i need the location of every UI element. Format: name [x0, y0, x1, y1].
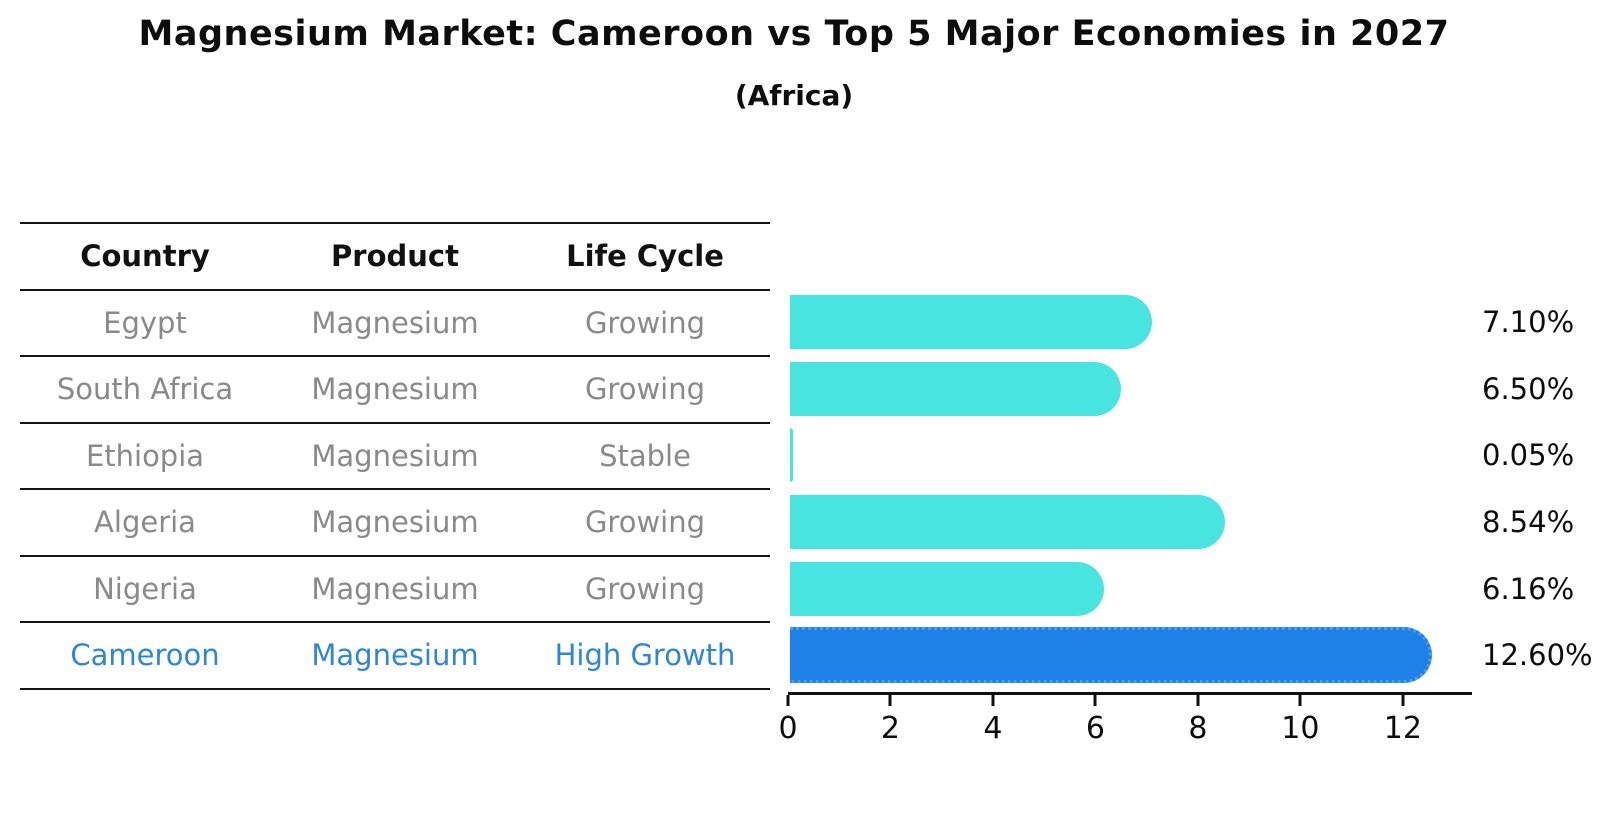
cell-life-cycle: Growing	[584, 571, 706, 606]
table-row-cameroon: Cameroon Magnesium High Growth	[20, 623, 770, 690]
cell-life-cycle: High Growth	[554, 638, 736, 673]
bar-algeria	[790, 495, 1225, 550]
x-axis: 0 2 4 6 8 10 12	[778, 692, 1472, 746]
cell-country: Cameroon	[70, 638, 220, 673]
x-axis-tick-mark	[1401, 695, 1405, 706]
table-row-algeria: Algeria Magnesium Growing	[20, 490, 770, 557]
cell-life-cycle: Growing	[584, 505, 706, 540]
x-axis-tick-mark	[786, 695, 790, 706]
cell-country: South Africa	[56, 372, 234, 407]
cell-product: Magnesium	[311, 372, 479, 407]
x-axis-tick-label: 2	[880, 711, 901, 746]
x-axis-tick-label: 10	[1281, 711, 1320, 746]
cell-life-cycle: Growing	[584, 305, 706, 340]
cell-country: Egypt	[103, 305, 187, 340]
x-axis-tick-label: 8	[1188, 711, 1208, 746]
value-label-algeria: 8.54%	[1482, 505, 1575, 540]
cell-product: Magnesium	[311, 305, 479, 340]
table-row-ethiopia: Ethiopia Magnesium Stable	[20, 424, 770, 490]
column-header-product: Product	[331, 239, 459, 274]
bar-row	[790, 622, 1470, 689]
value-label-cameroon: 12.60%	[1482, 638, 1593, 673]
bar-row	[790, 356, 1470, 423]
bar-cameroon-highlighted	[790, 627, 1432, 684]
bar-egypt	[790, 295, 1152, 350]
column-header-life-cycle: Life Cycle	[566, 239, 724, 274]
cell-product: Magnesium	[311, 571, 479, 606]
bar-ethiopia	[790, 428, 793, 483]
value-label-egypt: 7.10%	[1482, 305, 1575, 340]
x-axis-tick-label: 4	[983, 711, 1003, 746]
cell-life-cycle: Stable	[599, 438, 691, 473]
value-label-ethiopia: 0.05%	[1482, 438, 1575, 473]
value-label-south-africa: 6.50%	[1482, 371, 1575, 406]
x-axis-tick-label: 12	[1383, 711, 1422, 746]
x-axis-tick-mark	[1298, 695, 1302, 706]
cell-country: Ethiopia	[85, 438, 205, 473]
x-axis-tick-label: 0	[778, 711, 798, 746]
column-header-country: Country	[80, 239, 210, 274]
chart-subtitle: (Africa)	[734, 79, 854, 112]
bar-row	[790, 555, 1470, 622]
cell-country: Algeria	[94, 505, 196, 540]
cell-product: Magnesium	[311, 438, 479, 473]
x-axis-tick-label: 6	[1085, 711, 1105, 746]
x-axis-tick-mark	[991, 695, 995, 706]
table-row-egypt: Egypt Magnesium Growing	[20, 291, 770, 357]
bar-row	[790, 489, 1470, 556]
cell-life-cycle: Growing	[584, 372, 706, 407]
cell-product: Magnesium	[311, 505, 479, 540]
x-axis-tick-mark	[888, 695, 892, 706]
table-header-row: Country Product Life Cycle	[20, 222, 770, 291]
country-table: Country Product Life Cycle Egypt Magnesi…	[20, 222, 770, 690]
bar-value-labels: 7.10% 6.50% 0.05% 8.54% 6.16% 12.60%	[1482, 289, 1602, 689]
value-label-nigeria: 6.16%	[1482, 571, 1575, 606]
x-axis-tick-mark	[1196, 695, 1200, 706]
bar-chart-plot-area	[790, 289, 1470, 689]
cell-country: Nigeria	[93, 571, 197, 606]
bar-row	[790, 289, 1470, 356]
chart-title: Magnesium Market: Cameroon vs Top 5 Majo…	[138, 14, 1450, 54]
table-row-south-africa: South Africa Magnesium Growing	[20, 357, 770, 424]
bar-row	[790, 422, 1470, 489]
x-axis-tick-mark	[1093, 695, 1097, 706]
table-row-nigeria: Nigeria Magnesium Growing	[20, 557, 770, 623]
bar-nigeria	[790, 561, 1104, 616]
cell-product: Magnesium	[311, 638, 479, 673]
bar-south-africa	[790, 361, 1122, 416]
